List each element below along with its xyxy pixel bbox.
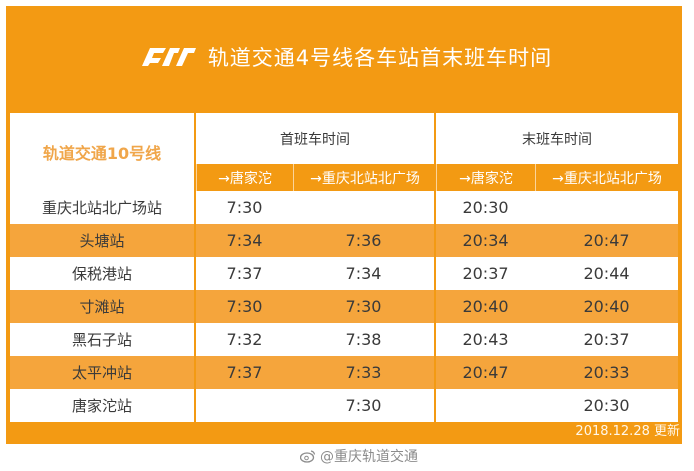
last-train-time: 20:37 — [535, 323, 678, 356]
first-train-time: 7:34 — [196, 224, 293, 257]
station-name: 保税港站 — [10, 257, 196, 290]
first-train-time: 7:32 — [196, 323, 293, 356]
banner-title: 轨道交通4号线各车站首末班车时间 — [207, 46, 553, 70]
last-train-time: 20:30 — [436, 191, 535, 224]
first-train-time: 7:36 — [293, 224, 436, 257]
station-name: 太平冲站 — [10, 356, 196, 389]
station-name: 头塘站 — [10, 224, 196, 257]
last-train-header: 末班车时间 — [436, 113, 678, 164]
first-train-time: 7:30 — [293, 389, 436, 422]
first-train-time: 7:37 — [196, 257, 293, 290]
update-date: 2018.12.28 更新 — [575, 424, 680, 439]
weibo-watermark: @重庆轨道交通 — [300, 446, 418, 466]
last-train-time: 20:47 — [535, 224, 678, 257]
first-train-header: 首班车时间 — [196, 113, 436, 164]
chongqing-rail-logo-icon — [141, 48, 196, 66]
weibo-icon — [300, 450, 316, 463]
watermark-text: @重庆轨道交通 — [320, 449, 418, 465]
direction-header: →重庆北站北广场 — [535, 164, 678, 191]
last-train-time: 20:40 — [436, 290, 535, 323]
station-name: 重庆北站北广场站 — [10, 191, 196, 224]
first-train-time — [196, 389, 293, 422]
first-train-time: 7:34 — [293, 257, 436, 290]
first-train-time — [293, 191, 436, 224]
station-name: 寸滩站 — [10, 290, 196, 323]
first-train-time: 7:30 — [196, 290, 293, 323]
last-train-time — [535, 191, 678, 224]
direction-header: →重庆北站北广场 — [293, 164, 436, 191]
last-train-time: 20:47 — [436, 356, 535, 389]
last-train-time: 20:37 — [436, 257, 535, 290]
last-train-time: 20:40 — [535, 290, 678, 323]
last-train-time: 20:33 — [535, 356, 678, 389]
schedule-poster: 轨道交通4号线各车站首末班车时间 轨道交通10号线 首班车时间 末班车时间 →唐… — [6, 6, 682, 444]
direction-header: →唐家沱 — [436, 164, 535, 191]
last-train-time: 20:44 — [535, 257, 678, 290]
last-train-time: 20:43 — [436, 323, 535, 356]
station-name: 唐家沱站 — [10, 389, 196, 422]
last-train-time: 20:30 — [535, 389, 678, 422]
last-train-time — [436, 389, 535, 422]
timetable: 轨道交通10号线 首班车时间 末班车时间 →唐家沱 →重庆北站北广场 →唐家沱 … — [10, 113, 678, 422]
station-name: 黑石子站 — [10, 323, 196, 356]
line-name: 轨道交通10号线 — [10, 113, 196, 191]
first-train-time: 7:37 — [196, 356, 293, 389]
last-train-time: 20:34 — [436, 224, 535, 257]
banner: 轨道交通4号线各车站首末班车时间 — [6, 6, 682, 108]
first-train-time: 7:30 — [196, 191, 293, 224]
direction-header: →唐家沱 — [196, 164, 293, 191]
first-train-time: 7:38 — [293, 323, 436, 356]
first-train-time: 7:33 — [293, 356, 436, 389]
first-train-time: 7:30 — [293, 290, 436, 323]
